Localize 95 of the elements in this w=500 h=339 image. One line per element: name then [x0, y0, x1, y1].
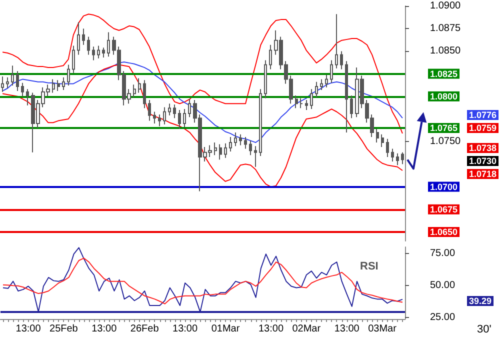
line-series	[2, 258, 403, 304]
y-tick-label: 1.0850	[430, 46, 462, 57]
x-tick-label: 13:00	[258, 324, 284, 334]
candlestick	[381, 134, 384, 148]
x-tick-label: 01Mar	[211, 324, 240, 334]
y-tick-label: 1.0900	[430, 0, 462, 12]
candlestick	[26, 88, 29, 106]
candlestick	[325, 74, 328, 88]
x-tick-label: 13:00	[92, 324, 118, 334]
candlestick	[259, 88, 262, 157]
line-series	[2, 14, 403, 134]
text: 39.29	[469, 296, 492, 306]
candlestick	[138, 78, 141, 94]
candlestick	[340, 50, 343, 70]
y-tick-label: 75.00	[430, 248, 456, 259]
candlestick	[295, 94, 298, 109]
ref-line-label: 1.0825	[430, 68, 458, 79]
candlestick	[401, 152, 404, 165]
line-series	[2, 247, 403, 312]
text: 1.0759	[469, 123, 497, 133]
candlestick	[386, 138, 389, 158]
candlestick	[107, 32, 110, 58]
candlestick	[396, 152, 399, 166]
candlestick	[305, 100, 308, 110]
candlestick	[264, 60, 267, 99]
candlestick	[300, 98, 303, 109]
candlestick	[249, 140, 252, 156]
candlestick	[87, 36, 90, 56]
ref-line-label: 1.0700	[430, 182, 458, 192]
candlestick	[376, 128, 379, 143]
candlestick	[82, 28, 85, 46]
text: 30'	[477, 324, 492, 336]
candlestick	[57, 80, 60, 92]
candlestick	[62, 76, 65, 91]
x-tick-label: 13:00	[16, 324, 42, 334]
candlestick	[97, 45, 100, 59]
annotation: RSI	[360, 260, 378, 272]
candlestick	[350, 94, 353, 119]
candlestick	[224, 142, 227, 158]
candlestick	[391, 148, 394, 162]
y-tick-label: 1.0750	[430, 136, 462, 148]
candlestick	[254, 146, 257, 168]
candlestick	[345, 60, 348, 134]
candlestick	[21, 82, 24, 97]
candlestick	[214, 142, 217, 156]
candlestick	[11, 65, 14, 86]
candlestick	[183, 108, 186, 128]
ref-line-label: 1.0650	[430, 226, 458, 237]
candlestick	[102, 47, 105, 58]
candlestick	[330, 60, 333, 84]
candlestick	[335, 14, 338, 69]
y-tick-label: 1.0875	[430, 23, 462, 34]
candlestick	[269, 44, 272, 70]
candlestick	[52, 78, 55, 94]
candlestick	[310, 88, 313, 110]
candlestick	[148, 100, 151, 122]
candlestick	[72, 45, 75, 74]
y-tick-label: 50.00	[430, 280, 456, 292]
text: 1.0738	[469, 143, 497, 153]
candlestick	[92, 46, 95, 61]
line-series	[2, 62, 403, 143]
x-tick-label: 03Mar	[368, 324, 398, 334]
x-tick-label: 26Feb	[130, 324, 160, 334]
y-tick-label: 25.00	[430, 312, 456, 324]
text: 1.0776	[469, 110, 497, 120]
candlestick	[188, 98, 191, 118]
candlestick	[173, 104, 176, 119]
candlestick	[6, 76, 9, 89]
candlestick	[133, 84, 136, 98]
candlestick	[219, 144, 222, 160]
ref-line-label: 1.0800	[430, 91, 458, 102]
x-tick-label: 13:00	[334, 324, 360, 334]
candlestick	[163, 106, 166, 125]
candlestick	[229, 136, 232, 152]
ref-line-label: 1.0765	[430, 123, 458, 134]
x-tick-label: 02Mar	[292, 324, 322, 334]
candlestick	[178, 109, 181, 130]
candlestick	[315, 81, 318, 98]
candlestick	[239, 134, 242, 146]
candlestick	[320, 78, 323, 91]
candlestick	[234, 132, 237, 147]
candlestick	[168, 103, 171, 116]
candlestick	[67, 64, 70, 86]
candlestick	[244, 136, 247, 150]
ref-line-label: 1.0675	[430, 204, 458, 214]
candlestick	[153, 111, 156, 124]
candlestick	[143, 80, 146, 109]
candlestick	[158, 114, 161, 127]
x-tick-label: 25Feb	[49, 324, 78, 334]
x-tick-label: 13:00	[172, 324, 198, 334]
text: 1.0730	[469, 156, 497, 166]
candlestick	[77, 22, 80, 56]
line-series	[2, 64, 403, 188]
text: 1.0718	[469, 169, 497, 179]
candlestick	[16, 70, 19, 92]
